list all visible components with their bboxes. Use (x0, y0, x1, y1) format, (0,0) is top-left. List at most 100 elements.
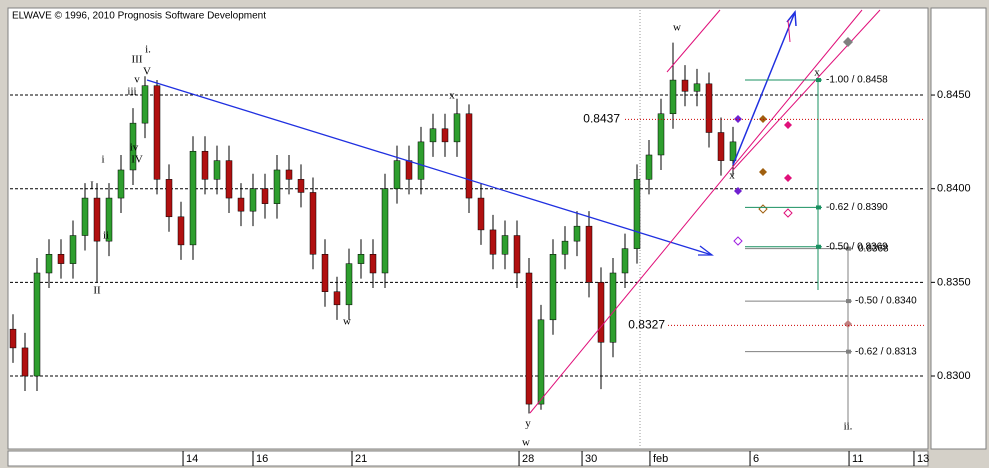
target-tick (846, 299, 851, 304)
x-tick-label: 30 (585, 453, 597, 465)
candle-body (345, 263, 353, 306)
diamond (733, 236, 743, 246)
price-line-label: 0.8437 (583, 112, 620, 126)
candle-body (285, 169, 293, 180)
candle-body (729, 141, 737, 161)
candle-body (117, 169, 125, 199)
wave-label: w (343, 316, 351, 328)
candle-body (69, 235, 77, 264)
candle-body (681, 79, 689, 92)
diamond (783, 208, 793, 218)
candle-body (129, 122, 137, 171)
wave-label: v (134, 74, 140, 86)
diamond (843, 37, 853, 47)
candle-body (501, 235, 509, 255)
candle-body (165, 179, 173, 218)
candle-body (201, 150, 209, 180)
wave-label: I (90, 180, 94, 192)
candle-body (621, 248, 629, 274)
candle-body (189, 150, 197, 246)
candle-body (609, 272, 617, 343)
x-tick-label: 28 (522, 453, 534, 465)
wave-label: x (729, 170, 735, 182)
candle-body (573, 225, 581, 242)
target-label: -0.50 / 0.8369 (826, 241, 888, 252)
x-tick-label: 21 (355, 453, 367, 465)
target-mark (787, 19, 791, 43)
wave-label: iv (130, 142, 139, 154)
candle-body (93, 197, 101, 242)
trend-line (146, 79, 713, 256)
target-tick (816, 205, 821, 210)
diamond (844, 320, 852, 328)
target-tick (816, 244, 821, 249)
candle-body (237, 197, 245, 212)
x-tick-label: 16 (256, 453, 268, 465)
candle-body (405, 160, 413, 180)
wave-label: w (673, 22, 681, 34)
wave-label: II (93, 285, 101, 297)
wave-label: y (525, 418, 531, 430)
candle-body (309, 192, 317, 255)
candle-body (213, 160, 221, 180)
diamond (734, 115, 742, 123)
target-label: -0.62 / 0.8390 (826, 202, 888, 213)
arrow-head (698, 245, 714, 256)
candle-body (549, 254, 557, 321)
candle-body (153, 85, 161, 180)
candle-body (657, 113, 665, 156)
candle-body (321, 254, 329, 292)
candle-body (333, 291, 341, 306)
x-tick-label: 14 (186, 453, 198, 465)
candle-body (717, 132, 725, 161)
target-label: -0.50 / 0.8340 (855, 296, 917, 307)
candle-body (105, 197, 113, 242)
target-tick (846, 349, 851, 354)
candle-body (633, 179, 641, 249)
time-scale (7, 450, 929, 467)
candle-body (381, 188, 389, 274)
candle-body (645, 154, 653, 180)
candle-body (297, 179, 305, 193)
wave-label: x (814, 67, 820, 79)
grid (10, 94, 925, 377)
target-label: 0.8368 (858, 243, 889, 254)
x-tick-label: feb (653, 453, 668, 465)
candle-body (57, 254, 65, 264)
wave-label: x (449, 90, 455, 102)
candle-body (537, 319, 545, 405)
wave-label: i (101, 154, 104, 166)
candle-body (429, 128, 437, 143)
wave-label: IV (131, 154, 143, 166)
candle-body (21, 347, 29, 377)
candle-body (561, 240, 569, 255)
diamond (759, 168, 767, 176)
diamond (734, 187, 742, 195)
plot-area (7, 7, 929, 450)
wave-label: III (132, 54, 143, 66)
projection-arrow (732, 11, 796, 166)
channel-line (732, 9, 881, 171)
candle-body (585, 225, 593, 283)
x-tick-label: 11 (852, 453, 863, 465)
candle-body (273, 169, 281, 204)
candle-body (453, 113, 461, 143)
candle-body (45, 254, 53, 274)
target-label: -0.62 / 0.8313 (855, 346, 917, 357)
y-tick-label: 0.8300 (937, 370, 971, 382)
candle-body (177, 216, 185, 246)
candle-body (33, 272, 41, 377)
candle-body (669, 79, 677, 115)
candle-body (705, 83, 713, 133)
candle-body (441, 128, 449, 143)
wave-label: V (143, 66, 151, 78)
wave-label: w (522, 437, 530, 449)
diamond (784, 174, 792, 182)
candle-body (249, 188, 257, 212)
candle-body (9, 328, 17, 349)
candle-body (393, 160, 401, 189)
candle-body (81, 197, 89, 236)
arrow-head (786, 10, 797, 27)
price-line-label: 0.8327 (628, 318, 665, 332)
